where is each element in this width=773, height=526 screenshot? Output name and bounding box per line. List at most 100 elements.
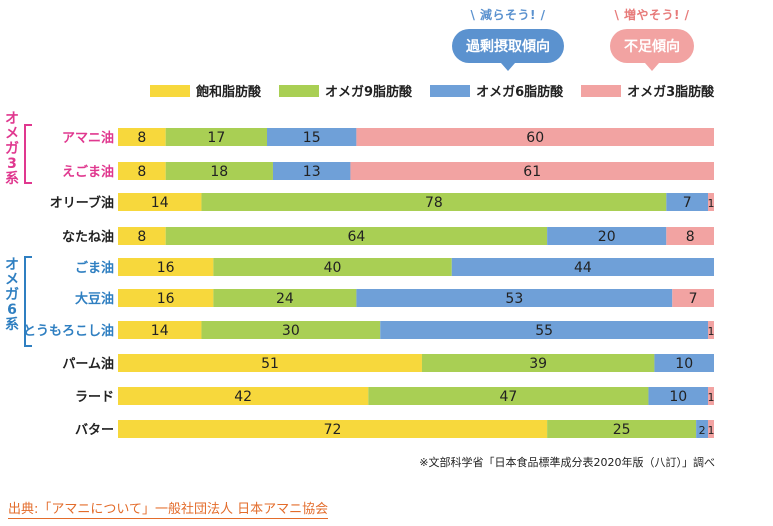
- bar-segment: [666, 227, 714, 245]
- bar-segment: [648, 387, 709, 405]
- bar-segment: [165, 227, 548, 245]
- bar-value-label: 17: [207, 130, 225, 146]
- category-label: えごま油: [62, 164, 114, 180]
- bar-segment: [356, 289, 673, 307]
- category-label: アマニ油: [62, 130, 114, 146]
- bar-value-label: 14: [151, 195, 169, 211]
- legend-item-1: オメガ9脂肪酸: [279, 81, 412, 100]
- group-label-omega3: オメガ3系: [5, 111, 19, 187]
- bar-segment: [672, 289, 714, 307]
- bar-segment: [201, 321, 381, 339]
- bar-value-label: 16: [157, 260, 175, 276]
- group-bracket-omega6: [24, 256, 32, 347]
- bubble-excess-caption: \ 減らそう! /: [470, 8, 546, 22]
- bar-segment: [118, 258, 214, 276]
- bar-value-label: 78: [425, 195, 443, 211]
- bar-value-label: 10: [675, 356, 693, 372]
- legend-label-2: オメガ6脂肪酸: [476, 85, 564, 100]
- bar-value-label: 40: [324, 260, 342, 276]
- chart-legend: 飽和脂肪酸 オメガ9脂肪酸 オメガ6脂肪酸 オメガ3脂肪酸: [150, 81, 714, 100]
- bar-value-label: 8: [137, 164, 146, 180]
- bar-value-label: 10: [669, 389, 687, 405]
- bubble-deficient-label: 不足傾向: [610, 29, 694, 71]
- bar-value-label: 55: [535, 323, 553, 339]
- legend-label-0: 飽和脂肪酸: [196, 85, 262, 100]
- bar-value-label: 42: [234, 389, 252, 405]
- category-label: 大豆油: [75, 291, 114, 307]
- bar-segment: [696, 420, 709, 438]
- legend-label-3: オメガ3脂肪酸: [627, 85, 715, 100]
- bar-segment: [118, 227, 166, 245]
- legend-item-3: オメガ3脂肪酸: [581, 81, 714, 100]
- bar-value-label: 53: [505, 291, 523, 307]
- bar-segment: [118, 162, 166, 180]
- bubble-excess-label: 過剰摂取傾向: [452, 29, 564, 71]
- bar-value-label: 16: [157, 291, 175, 307]
- bar-segment: [213, 258, 452, 276]
- bar-value-label: 1: [708, 424, 715, 437]
- bar-segment: [118, 354, 422, 372]
- bar-segment: [350, 162, 714, 180]
- bar-segment: [368, 387, 649, 405]
- category-label: パーム油: [62, 356, 114, 372]
- group-label-omega6: オメガ6系: [5, 257, 19, 333]
- group-bracket-omega3: [24, 124, 32, 184]
- legend-swatch-0: [150, 84, 190, 97]
- bar-value-label: 13: [303, 164, 321, 180]
- category-label: オリーブ油: [50, 195, 114, 211]
- bar-value-label: 1: [708, 391, 715, 404]
- bar-segment: [118, 387, 369, 405]
- bar-value-label: 25: [613, 422, 631, 438]
- bar-segment: [666, 193, 709, 211]
- bubble-deficient: \ 増やそう! / 不足傾向: [610, 6, 694, 71]
- bar-segment: [118, 193, 202, 211]
- bar-value-label: 18: [210, 164, 228, 180]
- bar-segment: [118, 289, 214, 307]
- bar-value-label: 51: [261, 356, 279, 372]
- bar-value-label: 8: [137, 130, 146, 146]
- category-label: なたね油: [62, 229, 114, 245]
- bar-segment: [213, 289, 357, 307]
- bar-segment: [708, 387, 714, 405]
- category-label: とうもろこし油: [23, 323, 114, 339]
- bar-value-label: 8: [686, 229, 695, 245]
- bar-value-label: 60: [526, 130, 544, 146]
- bar-segment: [118, 321, 202, 339]
- source-credit[interactable]: 出典:「アマニについて」一般社団法人 日本アマニ協会: [8, 498, 329, 519]
- bar-value-label: 61: [523, 164, 541, 180]
- legend-swatch-2: [430, 84, 471, 97]
- legend-swatch-1: [279, 84, 320, 97]
- bar-value-label: 24: [276, 291, 294, 307]
- bar-segment: [708, 420, 714, 438]
- bar-segment: [708, 321, 714, 339]
- bar-segment: [118, 128, 166, 146]
- bar-value-label: 44: [574, 260, 592, 276]
- bar-segment: [165, 162, 273, 180]
- bar-value-label: 15: [303, 130, 321, 146]
- bar-value-label: 14: [151, 323, 169, 339]
- bar-value-label: 64: [347, 229, 365, 245]
- legend-item-2: オメガ6脂肪酸: [430, 81, 563, 100]
- bubble-deficient-caption: \ 増やそう! /: [614, 8, 690, 22]
- category-label: バター: [75, 423, 114, 438]
- footnote: ※文部科学省「日本食品標準成分表2020年版（八訂）」調べ: [419, 456, 715, 469]
- bar-value-label: 47: [499, 389, 517, 405]
- bar-value-label: 7: [689, 291, 698, 307]
- bar-value-label: 39: [529, 356, 547, 372]
- bar-value-label: 20: [598, 229, 616, 245]
- bar-value-label: 72: [324, 422, 342, 438]
- bar-segment: [451, 258, 714, 276]
- bar-segment: [547, 420, 697, 438]
- legend-item-0: 飽和脂肪酸: [150, 81, 261, 100]
- bar-segment: [201, 193, 667, 211]
- legend-swatch-3: [581, 84, 622, 97]
- bar-segment: [356, 128, 714, 146]
- bar-segment: [118, 420, 548, 438]
- bar-value-label: 30: [282, 323, 300, 339]
- bar-segment: [421, 354, 655, 372]
- bar-segment: [708, 193, 714, 211]
- category-label: ごま油: [75, 260, 114, 276]
- bar-segment: [272, 162, 351, 180]
- bar-segment: [267, 128, 357, 146]
